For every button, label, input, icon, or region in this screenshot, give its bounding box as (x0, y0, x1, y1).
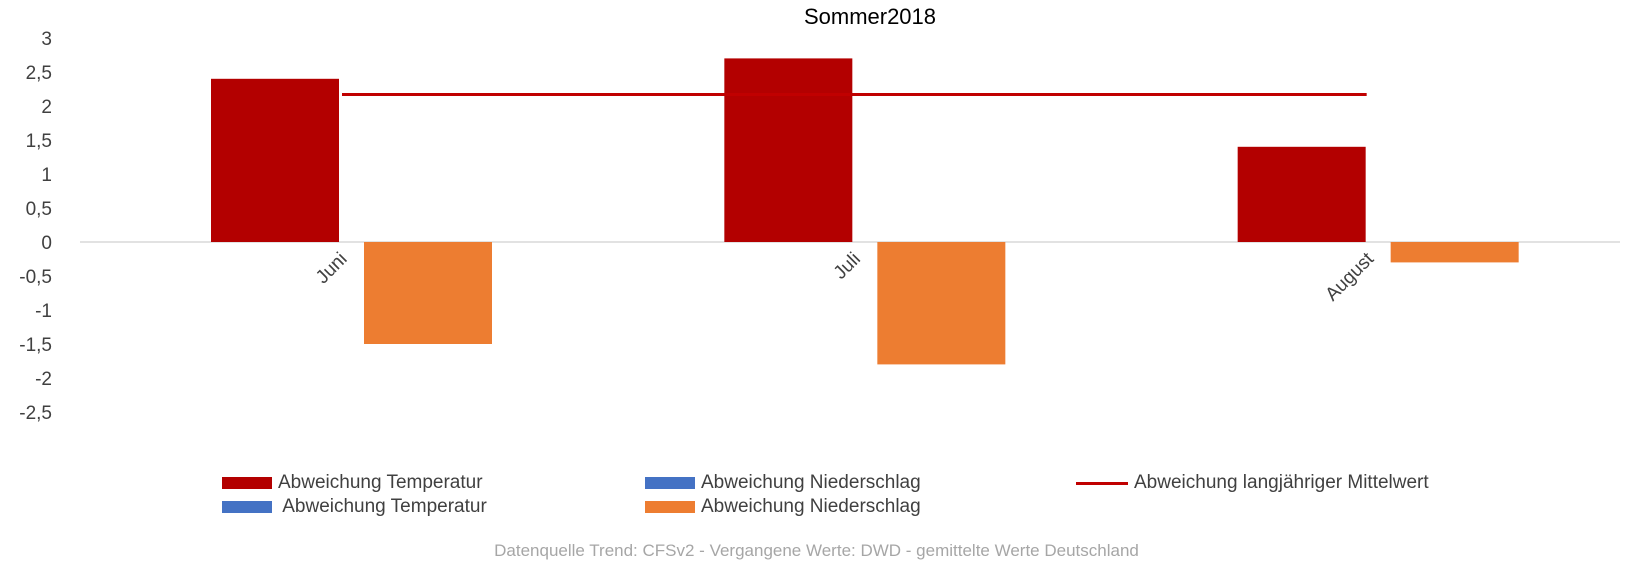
y-tick-label: -1 (35, 301, 52, 322)
y-tick-label: 1 (41, 165, 52, 186)
legend-swatch (222, 501, 272, 513)
bar-precipitation-august (1390, 242, 1519, 263)
legend-label: Abweichung Niederschlag (701, 496, 921, 517)
chart-title: Sommer2018 (804, 4, 936, 29)
legend-swatch (1076, 481, 1128, 485)
y-tick-label: -1,5 (19, 335, 52, 356)
y-tick-label: 0 (41, 233, 52, 254)
bar-precipitation-juni (364, 242, 492, 344)
y-tick-label: 1,5 (26, 131, 52, 152)
y-tick-label: 0,5 (26, 199, 52, 220)
chart-plot-area: Sommer2018 3 2,5 2 1,5 1 0,5 0 -0,5 -1 -1,5 -2 -2,5… (19, 4, 1620, 424)
legend-label: Abweichung langjähriger Mittelwert (1134, 472, 1429, 493)
y-tick-label: 2,5 (26, 63, 52, 84)
bar-marks (211, 58, 1519, 365)
legend-item-mean: Abweichung langjähriger Mittelwert (1076, 472, 1429, 494)
y-tick-label: -0,5 (19, 267, 52, 288)
legend-item-temperature-2: Abweichung Temperatur (222, 496, 487, 518)
bar-temperature-juni (211, 78, 339, 242)
x-tick-label: August (1322, 248, 1379, 305)
legend-swatch (222, 477, 272, 489)
legend-swatch (645, 501, 695, 513)
y-tick-label: -2 (35, 369, 52, 390)
data-source-note: Datenquelle Trend: CFSv2 - Vergangene We… (494, 541, 1139, 560)
bar-temperature-juli (724, 58, 853, 243)
x-tick-label: Juni (312, 249, 351, 288)
legend-item-precipitation-2: Abweichung Niederschlag (645, 496, 921, 518)
legend-label: Abweichung Niederschlag (701, 472, 921, 493)
y-tick-label: -2,5 (19, 403, 52, 424)
legend-item-temperature: Abweichung Temperatur (222, 472, 483, 494)
bar-precipitation-juli (877, 242, 1006, 365)
legend-label: Abweichung Temperatur (278, 472, 483, 493)
y-axis: 3 2,5 2 1,5 1 0,5 0 -0,5 -1 -1,5 -2 -2,5 (19, 29, 52, 424)
legend-swatch (645, 477, 695, 489)
y-tick-label: 3 (41, 29, 52, 50)
bar-temperature-august (1237, 146, 1366, 242)
x-tick-label: Juli (830, 249, 865, 284)
y-tick-label: 2 (41, 97, 52, 118)
legend-label: Abweichung Temperatur (278, 496, 487, 517)
legend-item-precipitation: Abweichung Niederschlag (645, 472, 921, 494)
